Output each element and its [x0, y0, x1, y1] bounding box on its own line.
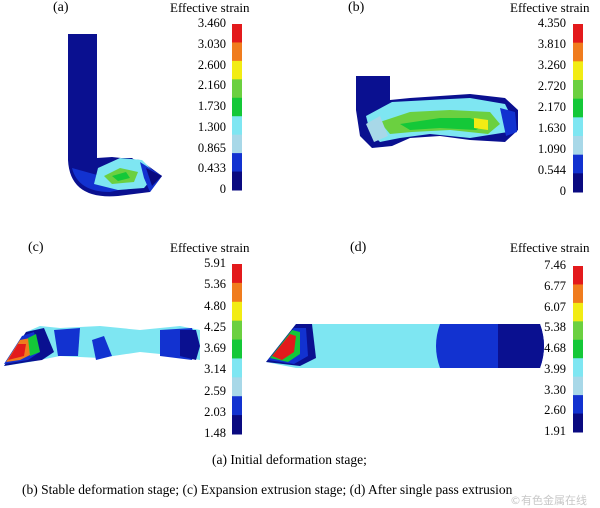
legend-tick-label: 3.30 — [544, 382, 566, 397]
panel-label-b: (b) — [348, 0, 365, 15]
legend-swatch — [232, 264, 242, 284]
legend-tick-label: 0 — [219, 182, 226, 196]
legend-title-b: Effective strain — [510, 0, 590, 15]
legend-swatch — [573, 42, 583, 62]
panel-label-c: (c) — [28, 240, 44, 255]
legend-swatch — [232, 339, 242, 359]
legend-swatch — [232, 97, 242, 117]
panel-b-simulation — [356, 76, 518, 148]
color-legends — [232, 24, 583, 435]
legend-tick-label: 6.07 — [544, 299, 566, 314]
legend-tick-label: 2.720 — [537, 79, 566, 93]
legend-tick-label: 3.810 — [537, 37, 566, 51]
legend-swatch — [232, 171, 242, 191]
legend-tick-label: 2.160 — [197, 78, 226, 93]
legend-swatch — [573, 61, 583, 81]
legend-swatch — [232, 79, 242, 99]
legend-swatch — [573, 339, 583, 359]
legend-swatch — [232, 377, 242, 397]
legend-title-c: Effective strain — [170, 240, 250, 255]
legend-swatch — [573, 376, 583, 396]
legend-swatch — [232, 60, 242, 80]
legend-tick-label: 2.60 — [544, 403, 566, 418]
caption-line-1: (a) Initial deformation stage; — [212, 452, 367, 467]
legend-tick-label: 4.350 — [537, 16, 566, 30]
legend-tick-label: 4.68 — [544, 341, 566, 355]
legend-tick-label: 6.77 — [544, 278, 566, 293]
legend-swatch — [573, 395, 583, 415]
legend-swatch — [232, 415, 242, 435]
panel-label-d: (d) — [350, 240, 367, 255]
legend-tick-label: 0.433 — [197, 161, 226, 176]
legend-swatch — [573, 284, 583, 304]
legend-tick-label: 4.25 — [204, 319, 226, 334]
legend-tick-label: 0.544 — [537, 163, 566, 177]
legend-tick-label: 0.865 — [197, 140, 226, 155]
legend-swatch — [573, 117, 583, 137]
legend-swatch — [573, 321, 583, 341]
legend-title-d: Effective strain — [510, 240, 590, 255]
legend-tick-label: 3.69 — [204, 341, 226, 355]
legend-tick-label: 1.300 — [197, 119, 226, 134]
panel-a-simulation — [68, 34, 162, 197]
legend-tick-label: 2.170 — [537, 100, 566, 114]
legend-tick-label: 7.46 — [544, 258, 566, 272]
legend-swatch — [232, 116, 242, 136]
legend-tick-label: 1.630 — [537, 121, 566, 135]
legend-tick-label: 3.14 — [204, 362, 226, 377]
panel-label-a: (a) — [53, 0, 69, 15]
legend-tick-label: 5.91 — [204, 256, 226, 270]
legend-swatch — [573, 24, 583, 44]
legend-swatch — [573, 154, 583, 174]
legend-tick-label: 1.730 — [197, 99, 226, 113]
legend-swatch — [573, 173, 583, 193]
legend-swatch — [232, 153, 242, 173]
legend-swatch — [232, 320, 242, 341]
caption-line-2: (b) Stable deformation stage; (c) Expans… — [22, 482, 513, 497]
legend-swatch — [232, 396, 242, 416]
legend-tick-label: 2.03 — [204, 404, 226, 419]
legend-tick-label: 2.600 — [197, 57, 226, 72]
legend-swatch — [232, 282, 242, 303]
legend-tick-label: 3.260 — [537, 58, 566, 72]
legend-swatch — [573, 302, 583, 322]
legend-swatch — [573, 136, 583, 156]
legend-tick-label: 3.99 — [544, 361, 566, 376]
legend-tick-label: 1.48 — [204, 426, 226, 440]
legend-tick-label: 5.36 — [204, 277, 226, 292]
legend-swatch — [573, 80, 583, 100]
legend-tick-label: 2.59 — [204, 383, 226, 398]
legend-tick-label: 5.38 — [544, 320, 566, 335]
legend-swatch — [573, 413, 583, 433]
legend-swatch — [573, 266, 583, 285]
legend-tick-label: 1.090 — [537, 142, 566, 156]
legend-swatch — [232, 42, 242, 62]
legend-tick-label: 0 — [559, 184, 566, 198]
legend-swatch — [232, 24, 242, 43]
legend-swatch — [573, 358, 583, 378]
watermark: ©有色金属在线 — [510, 494, 587, 507]
legend-title-a: Effective strain — [170, 0, 250, 15]
legend-tick-label: 3.460 — [197, 16, 226, 30]
legend-tick-label: 3.030 — [197, 36, 226, 51]
legend-tick-label: 1.91 — [544, 424, 566, 438]
legend-swatch — [232, 358, 242, 378]
legend-swatch — [573, 98, 583, 118]
legend-swatch — [232, 134, 242, 154]
legend-swatch — [232, 301, 242, 322]
panel-c-simulation — [4, 326, 200, 366]
legend-tick-label: 4.80 — [204, 298, 226, 313]
panel-d-simulation — [266, 324, 544, 368]
